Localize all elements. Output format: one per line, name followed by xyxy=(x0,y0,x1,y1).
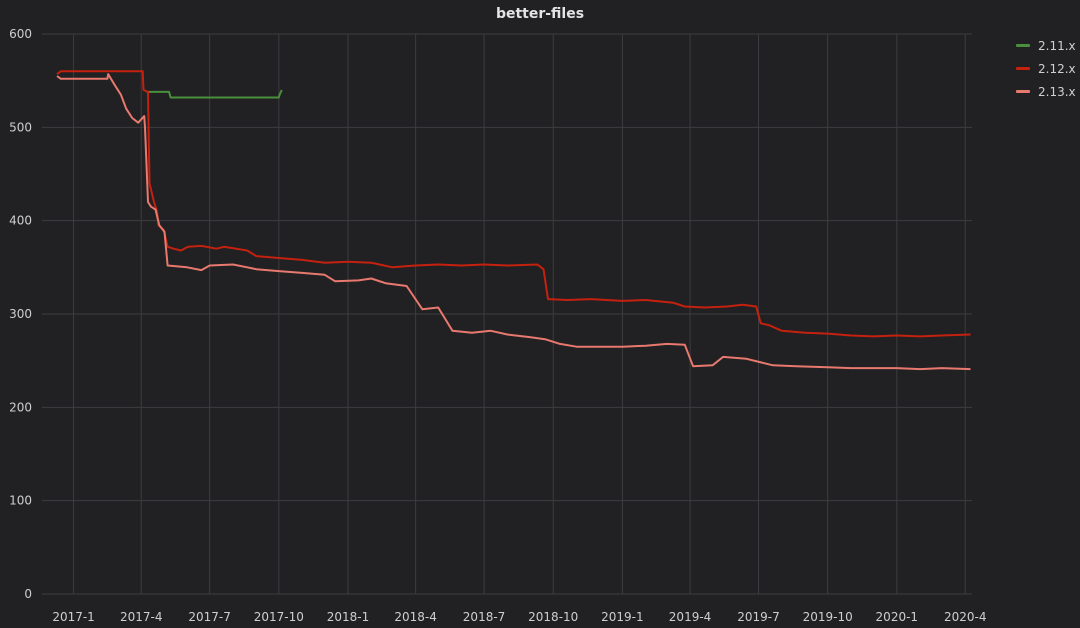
series-line-2-12-x xyxy=(56,70,971,338)
legend-swatch xyxy=(1016,67,1030,70)
axes: 0 100 200 300 400 500 600 2017-1 2017-4 2017-7 201… xyxy=(9,27,986,624)
legend-swatch xyxy=(1016,90,1030,93)
x-tick-label: 2019-4 xyxy=(669,610,712,624)
series-line-2-13-x xyxy=(56,73,971,371)
legend-label: 2.13.x xyxy=(1038,84,1076,99)
x-tick-label: 2019-10 xyxy=(803,610,853,624)
y-tick-label: 300 xyxy=(9,307,32,321)
y-tick-label: 400 xyxy=(9,214,32,228)
legend: 2.11.x 2.12.x 2.13.x xyxy=(1016,34,1076,103)
legend-item[interactable]: 2.12.x xyxy=(1016,57,1076,80)
x-tick-label: 2020-4 xyxy=(944,610,987,624)
legend-item[interactable]: 2.11.x xyxy=(1016,34,1076,57)
series-layer xyxy=(56,70,971,371)
x-tick-label: 2019-1 xyxy=(601,610,644,624)
y-tick-label: 600 xyxy=(9,27,32,41)
x-tick-label: 2017-10 xyxy=(254,610,304,624)
chart-title: better-files xyxy=(495,6,585,22)
grid xyxy=(42,33,972,595)
x-tick-label: 2017-4 xyxy=(120,610,163,624)
x-tick-label: 2018-1 xyxy=(327,610,370,624)
x-tick-label: 2018-7 xyxy=(463,610,506,624)
y-tick-label: 500 xyxy=(9,120,32,134)
y-tick-label: 0 xyxy=(24,587,32,601)
legend-label: 2.12.x xyxy=(1038,61,1076,76)
y-tick-label: 200 xyxy=(9,400,32,414)
legend-swatch xyxy=(1016,44,1030,47)
x-tick-label: 2020-1 xyxy=(876,610,919,624)
legend-label: 2.11.x xyxy=(1038,38,1076,53)
x-tick-label: 2018-4 xyxy=(394,610,437,624)
series-line-2-11-x xyxy=(146,89,283,99)
x-tick-label: 2018-10 xyxy=(528,610,578,624)
legend-item[interactable]: 2.13.x xyxy=(1016,80,1076,103)
x-tick-label: 2019-7 xyxy=(737,610,780,624)
y-tick-label: 100 xyxy=(9,494,32,508)
x-tick-label: 2017-7 xyxy=(188,610,231,624)
x-tick-label: 2017-1 xyxy=(52,610,95,624)
